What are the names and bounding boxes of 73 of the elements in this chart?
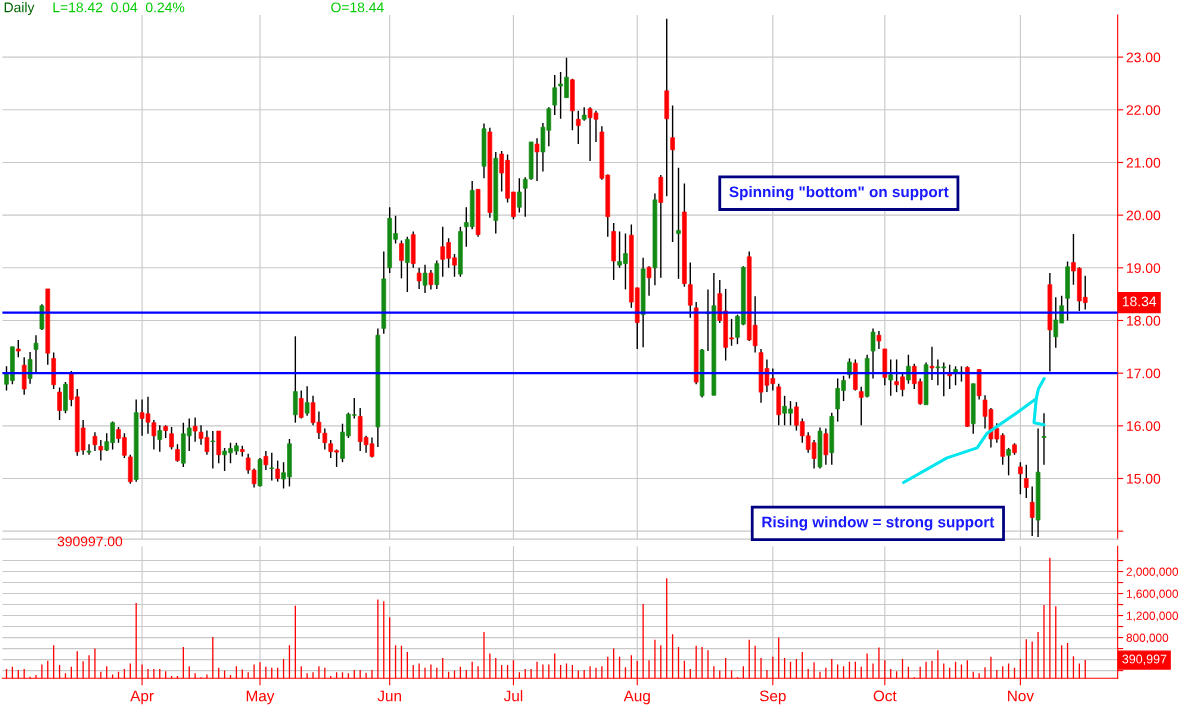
candlestick [517, 177, 522, 214]
candlestick [21, 356, 27, 396]
candlestick [434, 259, 440, 290]
text: O=18.44 [331, 2, 384, 13]
y-tick-label: 21.00 [1126, 157, 1161, 168]
candlestick [1041, 412, 1047, 466]
candlestick [428, 269, 434, 291]
text: 18.34 [1122, 296, 1157, 307]
candlestick [1006, 447, 1011, 477]
candlestick [169, 426, 174, 451]
candlestick [858, 386, 864, 426]
y-tick-label: 15.00 [1127, 473, 1161, 484]
candlestick [210, 430, 216, 470]
candlestick [416, 267, 422, 290]
annotation: 390997.00 [57, 536, 123, 547]
candlestick [552, 74, 558, 116]
candlestick [823, 427, 829, 466]
candlestick [216, 430, 222, 464]
candlestick [269, 451, 275, 482]
candlestick [304, 385, 310, 417]
y-tick-label: 1,200,000 [1126, 611, 1179, 622]
candlestick [86, 443, 92, 456]
y-tick-label: 16.00 [1127, 421, 1161, 431]
chart-title: Daily [4, 2, 35, 16]
candlestick [534, 137, 540, 182]
x-tick-label: May [246, 690, 275, 705]
text: 390,997 [1122, 654, 1167, 665]
candlestick [298, 389, 304, 420]
candlestick [57, 386, 62, 421]
candlestick [98, 439, 104, 462]
candlestick [405, 236, 410, 293]
y-tick-label: 2,000,000 [1126, 567, 1179, 578]
y-tick-label: 18.00 [1127, 315, 1161, 326]
candlestick [33, 334, 39, 374]
candlestick [870, 327, 876, 380]
candlestick [670, 104, 675, 243]
chart-subtitle: L=18.42 0.04 0.24% [53, 2, 185, 13]
candlestick [92, 431, 98, 452]
x-tick-label: Jun [377, 690, 401, 702]
candlestick [676, 167, 681, 280]
candlestick [888, 358, 894, 397]
candlestick [688, 261, 693, 319]
y-tick-label: 800,000 [1126, 633, 1169, 644]
candlestick [906, 354, 911, 385]
x-tick-label: Nov [1008, 690, 1034, 702]
candlestick [322, 427, 328, 451]
candlestick [422, 263, 428, 294]
candlestick [275, 459, 280, 483]
candlestick [399, 239, 404, 280]
candlestick [522, 176, 528, 218]
candlestick [646, 265, 652, 297]
y-tick-label: 19.00 [1127, 263, 1161, 273]
x-tick-label: Apr [130, 690, 154, 705]
x-tick-label: Aug [623, 690, 650, 705]
candlestick [263, 450, 269, 471]
candlestick [1029, 485, 1035, 537]
candlestick [157, 424, 163, 453]
candlestick [1018, 461, 1023, 495]
y-tick-label: 22.00 [1126, 105, 1161, 115]
candlestick [293, 335, 298, 424]
candlestick [929, 346, 935, 381]
annotation: Rising window = strong support [762, 516, 995, 531]
y-tick-label: 1,600,000 [1126, 589, 1179, 600]
x-tick-label: Sep [759, 690, 786, 705]
candlestick [27, 351, 33, 385]
x-tick-label: Jul [503, 690, 523, 702]
candlestick [576, 110, 581, 145]
y-tick-label: 20.00 [1126, 210, 1161, 221]
y-tick-label: 23.00 [1126, 52, 1161, 63]
y-tick-label: 17.00 [1127, 368, 1161, 379]
candlestick [1024, 464, 1029, 499]
annotation: Spinning "bottom" on support [729, 186, 949, 201]
x-tick-label: Oct [873, 690, 897, 702]
